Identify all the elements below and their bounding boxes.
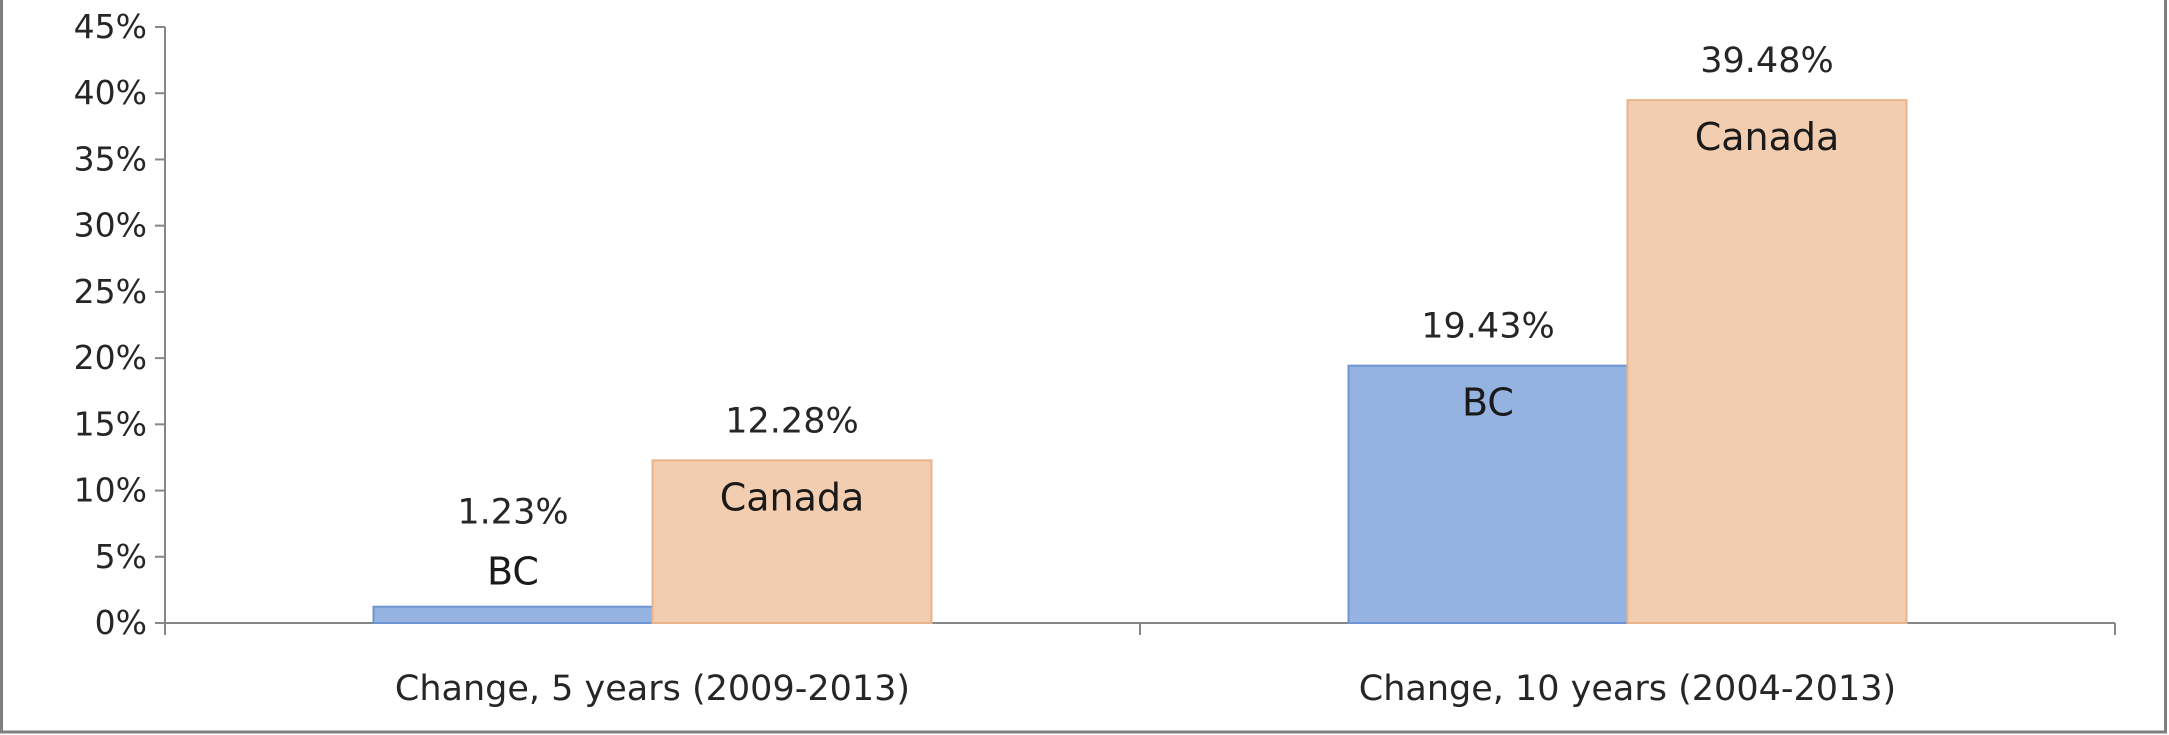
series-name-label: Canada [720, 475, 865, 519]
x-category-label: Change, 5 years (2009-2013) [395, 669, 910, 709]
data-label: 19.43% [1421, 307, 1554, 347]
y-tick-label: 30% [74, 206, 147, 245]
data-label: 12.28% [725, 401, 858, 441]
bar-bc-2 [1347, 364, 1629, 624]
y-tick-label: 5% [95, 537, 147, 576]
y-tick-label: 40% [74, 73, 147, 112]
bar-canada-1 [651, 459, 933, 624]
data-labels: 1.23% BC 12.28% Canada 19.43% BC 39.48% Canada [457, 41, 1839, 594]
series-name-label: BC [487, 550, 539, 594]
y-tick-label: 35% [74, 139, 147, 178]
bar-bc-1 [372, 605, 654, 625]
data-label: 1.23% [457, 493, 568, 533]
series-name-label: BC [1462, 381, 1514, 425]
data-label: 39.48% [1700, 41, 1833, 81]
bars [372, 99, 1908, 625]
y-tick-label: 15% [74, 404, 147, 443]
y-tick-label: 25% [74, 272, 147, 311]
y-tick-label: 45% [74, 7, 147, 46]
series-name-label: Canada [1695, 115, 1840, 159]
y-tick-label: 20% [74, 338, 147, 377]
y-tick-label: 0% [95, 603, 147, 642]
bar-canada-2 [1626, 99, 1908, 625]
y-tick-label: 10% [74, 471, 147, 510]
y-axis: 0% 5% 10% 15% 20% 25% 30% 35% 40% 45% [74, 7, 166, 642]
x-category-label: Change, 10 years (2004-2013) [1359, 669, 1896, 709]
